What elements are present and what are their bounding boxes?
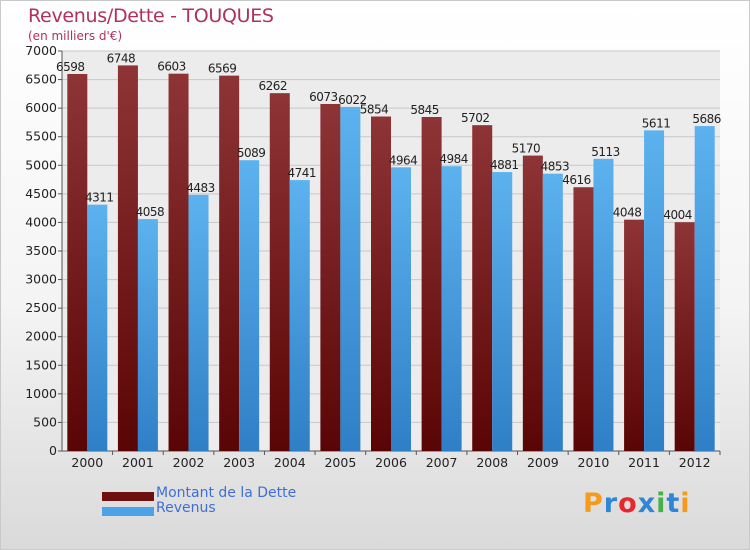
x-tick-label: 2005 [324, 455, 356, 470]
y-tick-label: 7000 [25, 43, 57, 58]
bar-revenus [391, 167, 411, 452]
bar-dette [219, 75, 240, 451]
x-tick-label: 2006 [375, 455, 407, 470]
y-tick-label: 6500 [25, 72, 57, 87]
data-label: 6262 [258, 79, 287, 93]
bar-dette [371, 116, 391, 451]
data-label: 6073 [309, 90, 338, 104]
chart-title: Revenus/Dette - TOUQUES [28, 5, 274, 27]
bar-dette [67, 73, 88, 451]
bar-dette [522, 155, 543, 452]
y-tick-label: 4500 [25, 186, 57, 201]
bar-revenus [441, 166, 462, 451]
data-label: 4881 [490, 158, 519, 172]
x-tick-label: 2003 [223, 455, 255, 470]
logo-letter: i [656, 488, 667, 519]
y-tick-label: 1500 [25, 357, 57, 372]
y-tick-label: 3500 [25, 243, 57, 258]
data-label: 4984 [439, 152, 468, 166]
bar-dette [472, 125, 493, 452]
bar-dette [117, 65, 138, 452]
bar-dette [320, 103, 341, 451]
data-label: 6748 [107, 51, 136, 65]
logo-letter: x [637, 488, 657, 519]
proxiti-logo: Proxiti [583, 488, 691, 519]
legend-label-debt: Montant de la Dette [156, 485, 297, 501]
data-label: 4741 [287, 166, 316, 180]
bar-revenus [644, 130, 665, 451]
x-tick-label: 2009 [527, 455, 559, 470]
bar-revenus [239, 160, 260, 451]
data-label: 5702 [461, 111, 490, 125]
bar-revenus [593, 158, 614, 452]
bar-dette [674, 222, 695, 451]
data-label: 4311 [85, 191, 114, 205]
data-label: 4004 [663, 208, 692, 222]
bar-dette [624, 219, 645, 451]
bar-dette [269, 93, 290, 452]
bar-revenus [492, 172, 513, 452]
x-tick-label: 2008 [476, 455, 508, 470]
legend-swatch-revenus [102, 507, 154, 516]
legend-label-revenus: Revenus [156, 500, 216, 516]
data-label: 5611 [642, 116, 671, 130]
bar-revenus [137, 219, 158, 451]
data-label: 4616 [562, 173, 591, 187]
bar-revenus [542, 173, 563, 451]
x-tick-label: 2002 [173, 455, 205, 470]
x-tick-label: 2010 [578, 455, 610, 470]
bar-revenus [188, 194, 209, 452]
x-tick-label: 2001 [122, 455, 154, 470]
bar-dette [421, 117, 442, 451]
chart-subtitle: (en milliers d'€) [28, 29, 123, 43]
data-label: 4853 [541, 160, 570, 174]
x-tick-label: 2007 [426, 455, 458, 470]
logo-letter: t [666, 488, 681, 519]
data-label: 5089 [237, 146, 266, 160]
data-label: 6598 [56, 60, 85, 74]
y-tick-label: 0 [49, 443, 57, 458]
y-tick-label: 6000 [25, 100, 57, 115]
data-label: 4058 [136, 205, 165, 219]
bar-revenus [87, 204, 108, 451]
logo-letter: o [618, 488, 638, 519]
data-label: 5845 [410, 103, 439, 117]
y-tick-label: 1000 [25, 386, 57, 401]
y-tick-label: 3000 [25, 272, 57, 287]
bar-dette [168, 73, 189, 451]
logo-letter: r [603, 488, 619, 519]
x-tick-label: 2004 [274, 455, 306, 470]
x-tick-label: 2000 [71, 455, 103, 470]
x-tick-label: 2011 [628, 455, 660, 470]
y-tick-label: 4000 [25, 214, 57, 229]
x-tick-label: 2012 [679, 455, 711, 470]
logo-letter: i [680, 488, 691, 519]
y-tick-label: 2500 [25, 300, 57, 315]
bar-dette [573, 187, 594, 451]
data-label: 5113 [591, 145, 620, 159]
data-label: 4048 [613, 206, 642, 220]
data-label: 5170 [512, 142, 541, 156]
data-label: 5686 [692, 112, 721, 126]
data-label: 5854 [360, 102, 389, 116]
legend-swatch-debt [102, 492, 154, 501]
y-tick-label: 5500 [25, 129, 57, 144]
bar-revenus [340, 106, 361, 451]
y-tick-label: 500 [33, 414, 57, 429]
y-tick-label: 5000 [25, 157, 57, 172]
logo-letter: P [583, 488, 604, 519]
bar-revenus [694, 126, 715, 451]
data-label: 4964 [389, 153, 418, 167]
data-label: 6569 [208, 62, 237, 76]
data-label: 4483 [186, 181, 215, 195]
data-label: 6022 [338, 93, 367, 107]
bar-revenus [289, 180, 310, 452]
y-tick-label: 2000 [25, 329, 57, 344]
data-label: 6603 [157, 60, 186, 74]
